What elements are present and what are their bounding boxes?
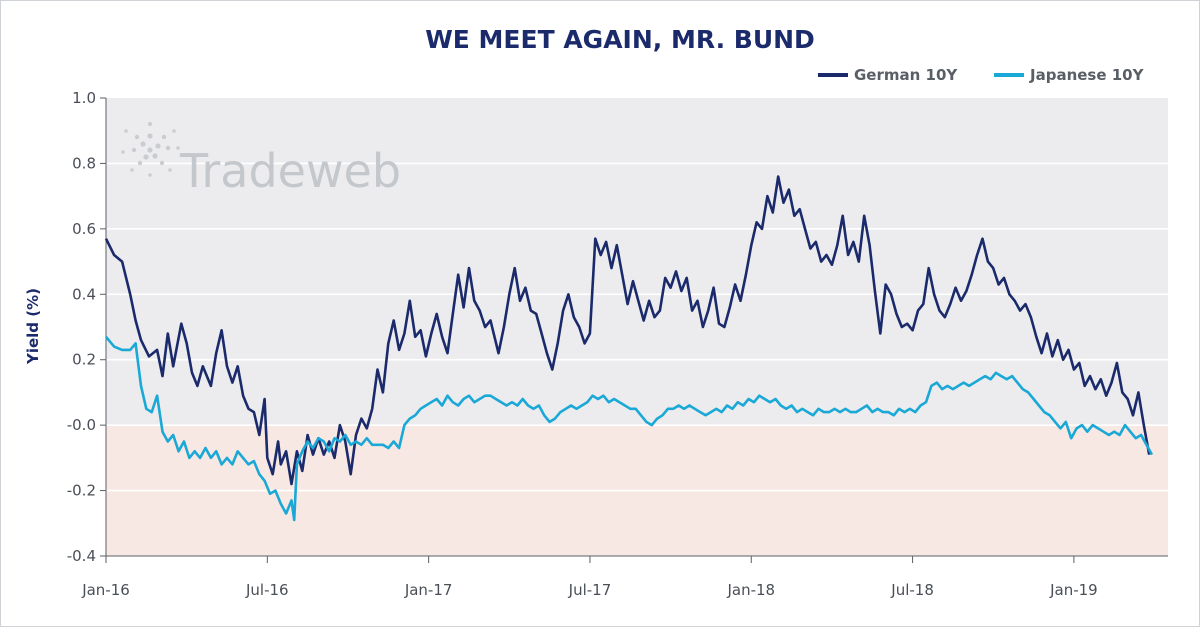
series-line-japanese-10y <box>104 335 1154 522</box>
series-line-german-10y <box>104 175 1151 486</box>
tradeweb-watermark: Tradeweb <box>121 122 401 198</box>
legend-japanese-label: Japanese 10Y <box>1029 66 1145 84</box>
y-tick-label: -0.0 <box>67 416 96 434</box>
y-axis-label: Yield (%) <box>24 288 42 365</box>
y-tick-label: 1.0 <box>72 89 96 107</box>
y-tick-label: 0.2 <box>72 351 96 369</box>
x-tick-label: Jan-17 <box>404 581 453 599</box>
x-tick-label: Jul-18 <box>890 581 934 599</box>
y-tick-label: 0.4 <box>72 285 96 303</box>
y-tick-label: 0.8 <box>72 154 96 172</box>
x-tick-label: Jan-19 <box>1049 581 1098 599</box>
x-tick-label: Jul-17 <box>568 581 612 599</box>
gridlines <box>106 162 1168 492</box>
y-tick-label: -0.2 <box>67 482 96 500</box>
positive-yield-band <box>106 98 1168 426</box>
y-tick-label: 0.6 <box>72 220 96 238</box>
tradeweb-logo-icon <box>121 122 180 177</box>
y-ticks: -0.4 -0.2 -0.0 0.2 0.4 0.6 0.8 1.0 <box>67 89 106 565</box>
watermark-text: Tradeweb <box>179 144 401 198</box>
x-tick-label: Jul-16 <box>245 581 289 599</box>
x-ticks: Jan-16 Jul-16 Jan-17 Jul-17 Jan-18 Jul-18 Jan-… <box>81 556 1098 599</box>
chart-title: WE MEET AGAIN, MR. BUND <box>425 25 815 54</box>
x-tick-label: Jan-18 <box>726 581 775 599</box>
x-tick-label: Jan-16 <box>81 581 130 599</box>
legend: German 10Y Japanese 10Y <box>818 66 1145 84</box>
y-tick-label: -0.4 <box>67 547 96 565</box>
legend-german-label: German 10Y <box>854 66 958 84</box>
